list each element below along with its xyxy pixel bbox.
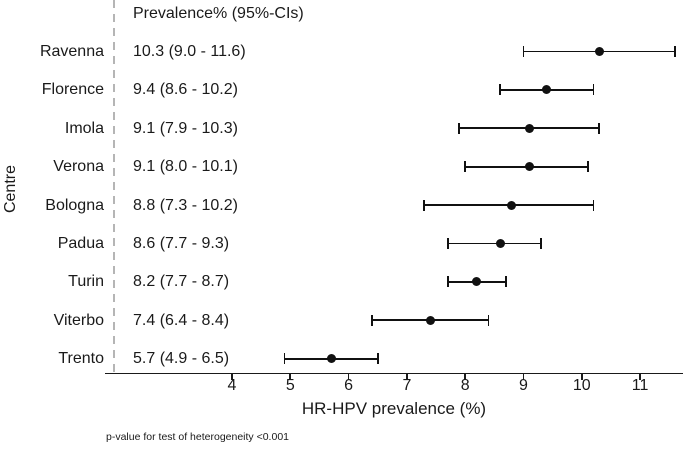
x-axis-tick <box>347 374 350 380</box>
prevalence-ci-text: 9.1 (8.0 - 10.1) <box>133 158 238 176</box>
centre-label: Bologna <box>45 196 104 214</box>
heterogeneity-footnote: p-value for test of heterogeneity <0.001 <box>106 431 289 443</box>
point-estimate-marker <box>507 200 517 210</box>
centre-label: Padua <box>57 235 104 252</box>
prevalence-ci-text: 9.1 (7.9 - 10.3) <box>133 119 238 137</box>
ci-lower-cap <box>283 353 286 365</box>
point-estimate-marker <box>524 162 534 172</box>
point-estimate-marker <box>326 354 336 364</box>
x-axis-tick-label: 5 <box>285 377 295 394</box>
x-axis-tick-label: 7 <box>402 377 412 394</box>
ci-lower-cap <box>446 276 449 288</box>
centre-label: Trento <box>58 350 104 368</box>
ci-lower-cap <box>499 84 502 96</box>
ci-lower-cap <box>458 122 461 134</box>
x-axis-tick <box>464 374 467 380</box>
point-estimate-marker <box>524 123 534 133</box>
point-estimate-marker <box>495 239 505 248</box>
ci-lower-cap <box>423 199 426 211</box>
x-axis-tick-label: 6 <box>344 377 354 394</box>
ci-column-header: Prevalence% (95%-CIs) <box>133 5 304 22</box>
x-axis-tick <box>522 374 525 380</box>
prevalence-ci-text: 7.4 (6.4 - 8.4) <box>133 311 230 329</box>
centre-label: Viterbo <box>53 311 104 329</box>
dashed-separator-line <box>113 0 115 374</box>
x-axis-line <box>105 372 683 375</box>
prevalence-ci-text: 5.7 (4.9 - 6.5) <box>133 350 230 368</box>
x-axis-label: HR-HPV prevalence (%) <box>301 399 487 418</box>
ci-whisker-line <box>447 242 541 245</box>
x-axis-tick-label: 9 <box>519 377 528 394</box>
centre-label: Verona <box>53 158 104 176</box>
prevalence-ci-text: 8.8 (7.3 - 10.2) <box>133 196 238 214</box>
ci-lower-cap <box>446 238 449 249</box>
centre-label: Florence <box>41 81 104 99</box>
ci-upper-cap <box>674 46 676 57</box>
x-axis-tick-label: 4 <box>227 377 237 394</box>
x-axis-tick <box>406 374 408 380</box>
ci-lower-cap <box>464 161 467 173</box>
ci-upper-cap <box>592 84 595 96</box>
ci-upper-cap <box>598 122 601 134</box>
x-axis-tick-label: 8 <box>460 377 470 394</box>
point-estimate-marker <box>594 47 604 56</box>
centre-label: Turin <box>68 273 104 291</box>
ci-lower-cap <box>371 314 373 326</box>
ci-upper-cap <box>505 276 507 288</box>
point-estimate-marker <box>542 85 552 95</box>
prevalence-ci-text: 8.6 (7.7 - 9.3) <box>133 235 230 252</box>
x-axis-tick <box>639 374 641 380</box>
centre-label: Ravenna <box>39 43 104 60</box>
ci-upper-cap <box>592 199 595 211</box>
centre-label: Imola <box>64 119 104 137</box>
point-estimate-marker <box>472 277 482 287</box>
prevalence-ci-text: 8.2 (7.7 - 8.7) <box>133 273 230 291</box>
point-estimate-marker <box>425 315 435 325</box>
x-axis-tick <box>289 374 292 380</box>
x-axis-tick-label: 10 <box>572 377 591 394</box>
ci-upper-cap <box>487 314 490 326</box>
ci-upper-cap <box>540 238 542 249</box>
prevalence-ci-text: 9.4 (8.6 - 10.2) <box>133 81 238 99</box>
ci-upper-cap <box>376 353 379 365</box>
ci-lower-cap <box>522 46 525 57</box>
ci-upper-cap <box>586 161 589 173</box>
x-axis-tick <box>580 374 583 380</box>
prevalence-ci-text: 10.3 (9.0 - 11.6) <box>133 43 246 60</box>
x-axis-tick <box>231 374 233 380</box>
x-axis-tick-label: 11 <box>631 377 649 394</box>
